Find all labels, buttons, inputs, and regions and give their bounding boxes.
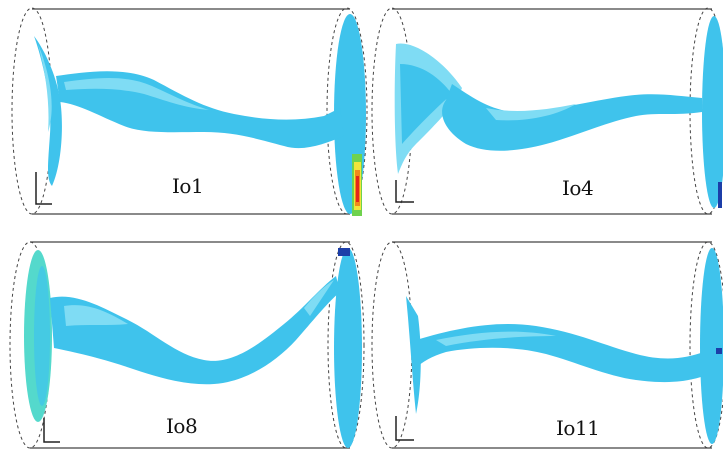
panel-io11: Io11 [366,236,723,454]
deep-blue-streak [718,182,722,208]
panel-label: Io1 [172,174,204,198]
jet-highlight-2 [304,280,334,316]
panel-io11-plot [371,241,723,449]
outlet-disk [334,248,362,448]
panel-io1: Io1 [4,4,368,222]
jet-highlight [64,305,128,326]
axis-marker [395,180,414,203]
inlet-plume-light [38,44,52,132]
outlet-disk [702,16,723,208]
jet-highlight [64,78,209,110]
outlet-ellipse [327,241,365,449]
panel-label: Io4 [562,176,594,200]
axis-marker [395,416,414,441]
hot-spot-red [356,176,359,202]
panel-io4-plot [371,7,723,215]
jet-highlight [436,331,556,346]
panel-label: Io11 [556,416,600,440]
axis-marker [35,172,52,205]
inlet-plume [406,296,421,414]
inlet-plume [34,36,62,186]
panel-label: Io8 [166,414,198,438]
inlet-ellipse [371,241,413,449]
jet-body [442,84,702,151]
panel-io1-plot [11,7,368,216]
jet-body [416,323,704,383]
axis-marker [43,418,60,443]
jet-highlight [486,104,576,121]
jet-body [50,276,340,385]
deep-blue-streak [338,248,350,256]
outlet-ellipse [326,7,368,215]
panel-io8-plot [9,241,365,449]
inlet-ellipse [11,7,53,215]
inlet-plume-core [400,64,452,144]
panel-io4: Io4 [366,4,723,222]
deep-blue-streak [716,348,722,354]
panel-io8: Io8 [4,236,365,454]
outlet-disk [700,248,723,444]
inlet-disk-inner [34,266,50,406]
